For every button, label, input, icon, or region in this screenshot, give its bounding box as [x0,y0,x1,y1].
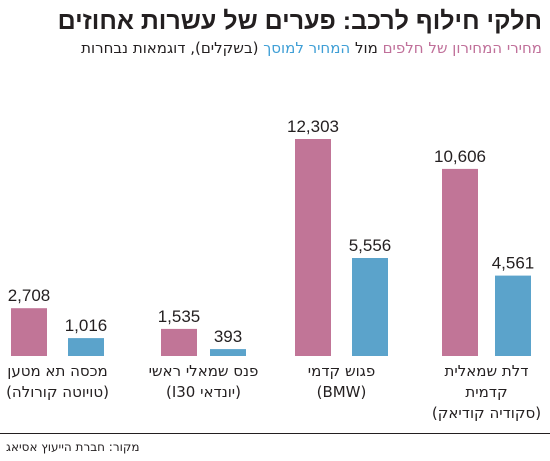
bar-value-label: 12,303 [287,117,339,136]
chart-subtitle: מחירי המחירון של חלפים מול המחיר למוסך (… [8,37,542,59]
bar-garage-price [495,275,531,356]
bar-value-label: 1,016 [65,316,108,335]
subtitle-connector: מול [355,39,378,57]
category-label: מכסה תא מטען (טויוטה קורולה) [0,361,123,403]
bar-garage-price [210,349,246,356]
bar-garage-price [352,258,388,356]
bar-value-label: 1,535 [158,307,201,326]
subtitle-rest: (בשקלים), דוגמאות נבחרות [81,39,259,57]
bar-garage-price [68,338,104,356]
category-label-line: (טויוטה קורולה) [6,383,109,401]
bar-value-label: 2,708 [8,286,51,305]
legend-series-a: מחירי המחירון של חלפים [382,39,542,57]
bar-list-price [442,168,478,356]
bar-value-label: 4,561 [492,254,535,273]
category-label-line: דלת שמאלית [444,362,529,380]
category-label-line: קדמית [465,383,508,401]
source-note: מקור: חברת הייעוץ אסיאג [6,440,140,454]
footer-divider [0,433,550,434]
bar-list-price [161,328,197,356]
chart-title: חלקי חילוף לרכב: פערים של עשרות אחוזים [57,7,542,35]
bar-list-price [295,139,331,356]
category-label-line: (יונדאי I30) [165,383,241,401]
bar-list-price [11,308,47,356]
category-label-line: (סקודיה קודיאק) [431,404,542,422]
category-label-line: פגוש קדמי [307,362,376,380]
bar-value-label: 10,606 [434,147,486,166]
legend-series-b: המחיר למוסך [263,39,351,57]
category-label-line: פנס שמאלי ראשי [148,362,259,380]
category-label-line: (BMW) [316,383,367,401]
category-label: פגוש קדמי (BMW) [277,361,407,403]
category-label-line: מכסה תא מטען [7,362,108,380]
bar-value-label: 5,556 [349,236,392,255]
category-label: דלת שמאלית קדמית (סקודיה קודיאק) [422,361,550,424]
category-label: פנס שמאלי ראשי (יונדאי I30) [139,361,269,403]
bar-value-label: 393 [214,327,242,346]
